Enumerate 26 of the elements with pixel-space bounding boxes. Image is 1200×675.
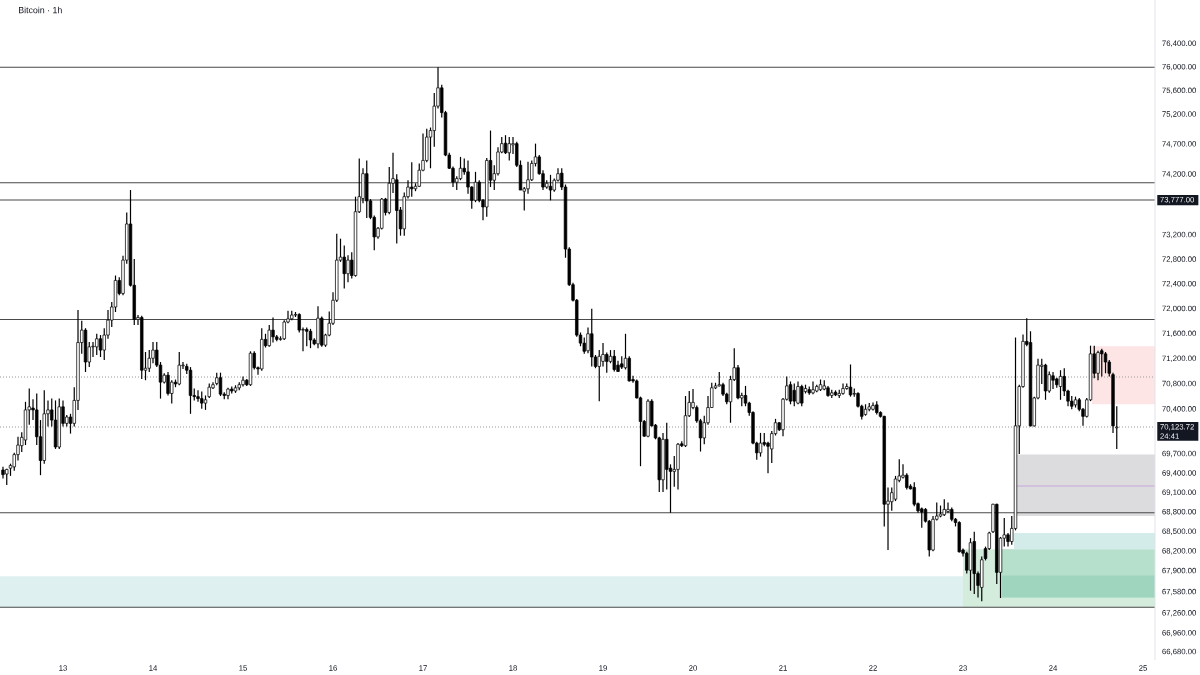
- candlestick: [177, 351, 181, 386]
- candlestick: [893, 475, 898, 502]
- candlestick: [98, 334, 103, 358]
- candlestick: [586, 326, 590, 354]
- candlestick: [612, 349, 616, 373]
- candlestick: [507, 136, 511, 162]
- candlestick: [605, 351, 609, 374]
- candlestick: [410, 161, 414, 198]
- candlestick: [811, 380, 815, 395]
- candlestick: [1103, 351, 1108, 374]
- candlestick: [305, 326, 309, 347]
- candlestick: [170, 379, 174, 405]
- candlestick: [95, 333, 99, 356]
- candlestick: [590, 308, 594, 368]
- candlestick: [346, 254, 350, 283]
- candlestick: [1051, 371, 1055, 390]
- candlestick: [1100, 348, 1104, 378]
- candlestick: [241, 375, 245, 388]
- candlestick: [271, 316, 275, 344]
- candlestick: [473, 171, 478, 203]
- candlestick: [788, 380, 793, 405]
- candlestick: [1096, 350, 1100, 381]
- text: Bitcoin · 1h: [19, 6, 62, 14]
- candlestick: [800, 384, 804, 407]
- candlestick: [792, 382, 796, 407]
- candlestick: [282, 319, 286, 341]
